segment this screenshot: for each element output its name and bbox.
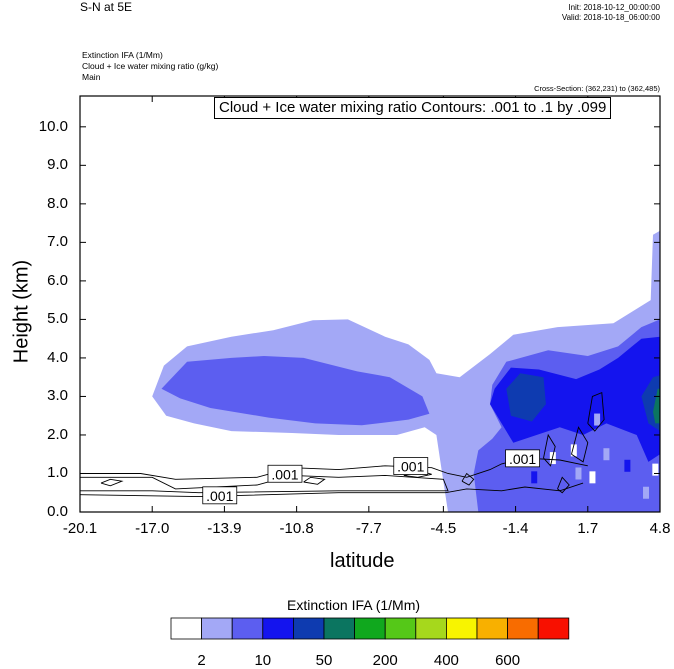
- contour-label-box-0: [267, 464, 303, 483]
- contour-label-1: .001: [397, 459, 424, 475]
- contour-label-3: .001: [206, 488, 233, 504]
- fill-region-3: [490, 336, 660, 462]
- contour-line-8: [587, 391, 605, 432]
- legend-label: 400: [433, 652, 459, 669]
- x-tick-label: -17.0: [135, 520, 170, 537]
- cross-section-label: Cross-Section: (362,231) to (362,485): [534, 84, 660, 93]
- x-tick-label: 4.8: [649, 520, 671, 537]
- contour-line-7: [557, 476, 570, 494]
- contour-label-layer: .001 .001 .001 .001: [202, 449, 540, 505]
- contour-label-box-2: [505, 449, 540, 468]
- x-tick-label: -13.9: [207, 520, 242, 537]
- legend-swatch-4: [292, 617, 325, 640]
- x-tick-label: -4.5: [430, 520, 457, 537]
- fill-region-4: [506, 373, 546, 422]
- y-tick-label: 2.0: [47, 425, 68, 443]
- y-tick-label: 9.0: [47, 156, 68, 174]
- legend-swatch-8: [415, 617, 447, 640]
- legend-label: 50: [315, 652, 333, 669]
- speckle-6: [531, 471, 538, 484]
- speckle-layer: [531, 413, 659, 499]
- fill-region-6: [653, 388, 660, 424]
- y-tick-label: 7.0: [47, 233, 68, 251]
- y-tick-label: 1.0: [47, 464, 68, 482]
- speckle-5: [549, 452, 556, 465]
- contour-label-box-3: [202, 486, 238, 505]
- plot-frame: [79, 95, 661, 513]
- variable-line-3: Main: [82, 72, 101, 82]
- y-tick-label: 6.0: [47, 271, 68, 289]
- contour-label-0: .001: [271, 466, 298, 482]
- legend-label: 10: [254, 652, 272, 669]
- init-time: Init: 2018-10-12_00:00:00: [568, 3, 660, 12]
- y-tick-label: 4.0: [47, 348, 68, 366]
- legend-label: 2: [197, 652, 206, 669]
- legend-swatch-1: [201, 617, 233, 640]
- legend-swatch-11: [507, 617, 539, 640]
- contour-line-10: [543, 433, 556, 467]
- x-tick-label: -20.1: [62, 520, 98, 537]
- contour-layer: [79, 391, 605, 498]
- legend-bar: [170, 617, 570, 640]
- legend-title: Extinction IFA (1/Mm): [287, 597, 421, 613]
- speckle-8: [652, 463, 659, 476]
- valid-time: Valid: 2018-10-18_06:00:00: [561, 13, 660, 22]
- x-tick-label: 1.7: [577, 520, 599, 537]
- x-tick-label: -10.8: [279, 520, 314, 537]
- speckle-4: [589, 471, 596, 484]
- fill-region-1: [161, 356, 430, 426]
- contour-line-9: [571, 426, 589, 463]
- contour-line-3: [100, 478, 124, 487]
- y-tick-label: 8.0: [47, 194, 68, 212]
- x-tick-label: -1.4: [502, 520, 529, 537]
- legend-swatch-9: [445, 617, 478, 640]
- y-tick-label: 10.0: [38, 117, 68, 135]
- speckle-0: [570, 444, 577, 457]
- legend-swatch-6: [354, 617, 386, 640]
- legend-swatch-0: [170, 617, 203, 640]
- speckle-3: [603, 448, 610, 461]
- contour-line-6: [461, 472, 475, 486]
- legend-swatch-5: [323, 617, 356, 640]
- contour-info-box: Cloud + Ice water mixing ratio Contours:…: [214, 97, 612, 119]
- y-tick-label: 5.0: [47, 310, 68, 328]
- contour-line-2: [79, 482, 584, 498]
- legend-swatch-12: [537, 617, 570, 640]
- speckle-1: [575, 467, 582, 480]
- fill-layer: [152, 230, 660, 513]
- contour-label-2: .001: [509, 451, 536, 467]
- plot-title: S-N at 5E: [80, 0, 133, 14]
- y-tick-label: 0.0: [47, 503, 68, 520]
- variable-line-1: Extinction IFA (1/Mm): [82, 50, 163, 60]
- contour-line-4: [303, 476, 326, 485]
- speckle-2: [594, 413, 601, 426]
- contour-line-1: [80, 474, 449, 494]
- legend-swatch-10: [476, 617, 509, 640]
- variable-line-2: Cloud + Ice water mixing ratio (g/kg): [82, 61, 219, 71]
- legend-label: 200: [372, 652, 398, 669]
- speckle-7: [624, 459, 631, 472]
- legend-swatch-3: [262, 617, 294, 640]
- x-axis-label: latitude: [330, 550, 395, 572]
- legend-swatch-7: [384, 617, 417, 640]
- x-tick-label: -7.7: [355, 520, 382, 537]
- contour-label-box-1: [393, 457, 429, 475]
- legend-swatch-2: [231, 617, 264, 640]
- y-tick-label: 3.0: [47, 387, 68, 405]
- speckle-9: [643, 486, 650, 499]
- legend-label: 600: [495, 652, 521, 669]
